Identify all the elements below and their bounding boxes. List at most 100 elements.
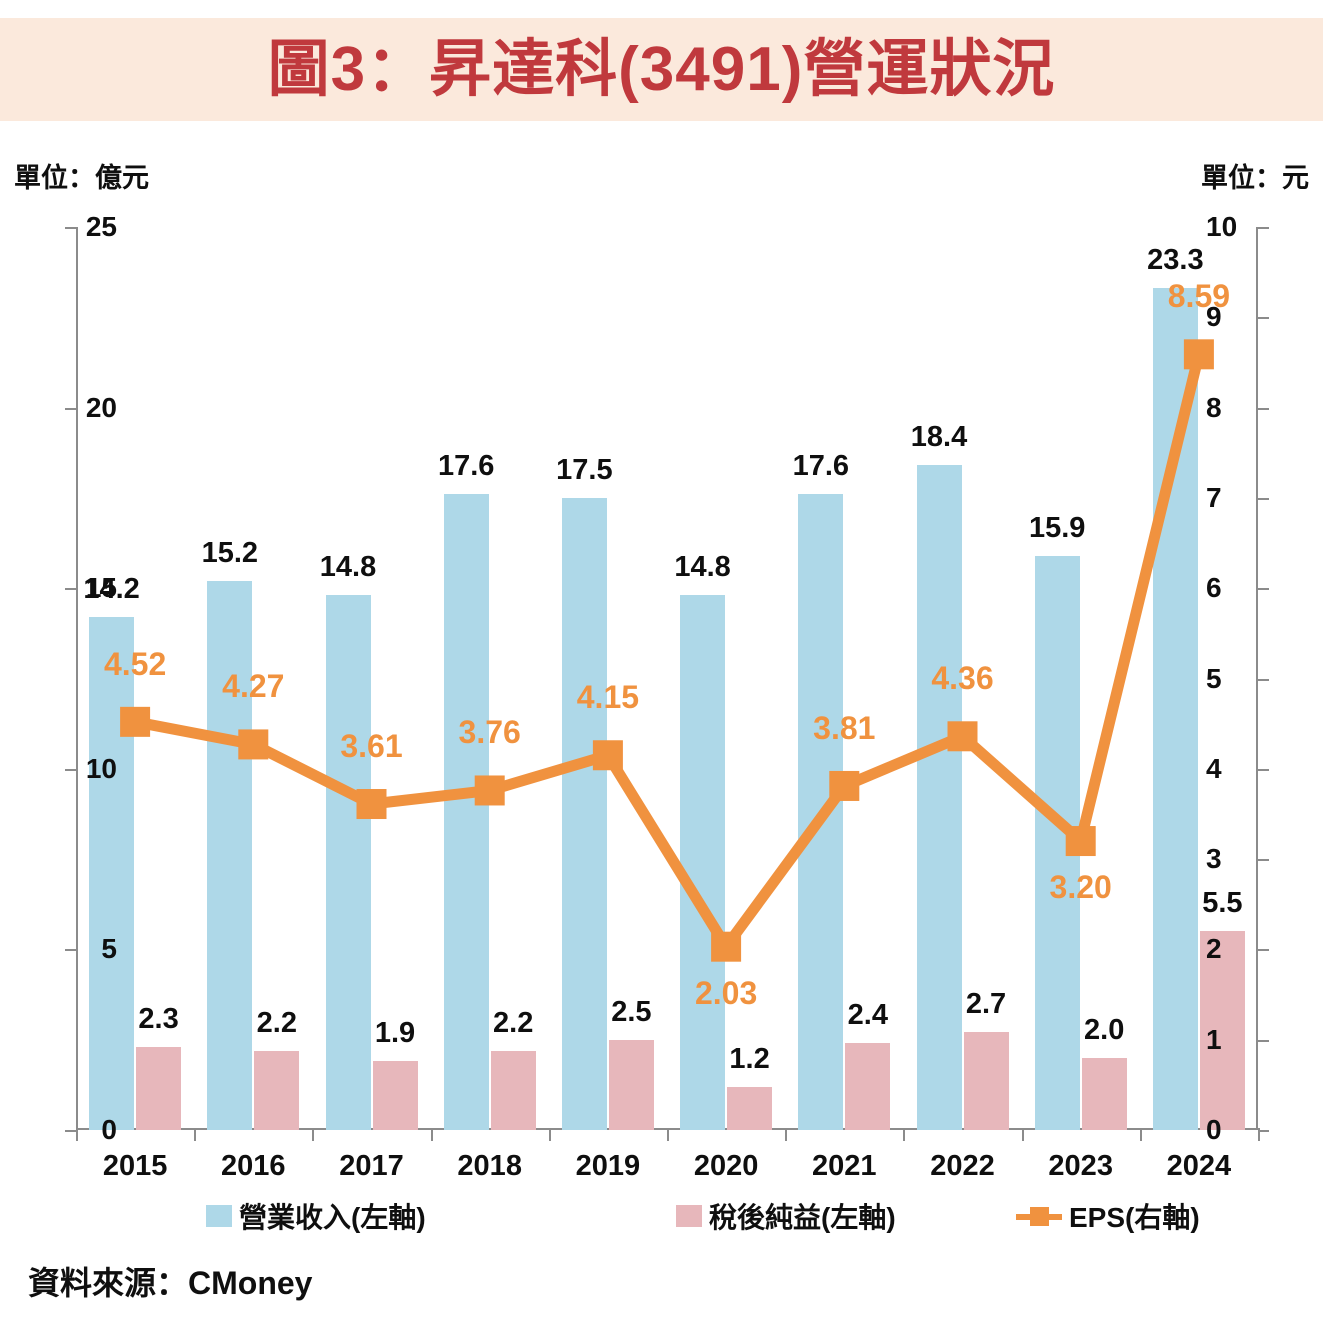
profit-bar bbox=[1081, 1057, 1127, 1130]
left-axis-line bbox=[76, 227, 78, 1130]
x-axis-category-label: 2019 bbox=[575, 1150, 641, 1182]
profit-bar bbox=[254, 1050, 300, 1130]
revenue-bar bbox=[443, 494, 489, 1130]
right-tick-label: 0 bbox=[1206, 1114, 1222, 1145]
revenue-bar-label: 17.6 bbox=[792, 450, 850, 483]
profit-bar-label: 2.4 bbox=[847, 999, 888, 1032]
profit-bar-label: 2.2 bbox=[256, 1006, 297, 1039]
right-tick-mark bbox=[1258, 1130, 1269, 1132]
chart-legend: 營業收入(左軸) 稅後純益(左軸) EPS(右軸) bbox=[76, 1196, 1258, 1242]
source-note: 資料來源：CMoney bbox=[28, 1265, 313, 1301]
right-tick-label: 4 bbox=[1206, 752, 1222, 784]
profit-bar-label: 2.7 bbox=[965, 988, 1007, 1021]
left-tick-mark bbox=[65, 1130, 76, 1132]
revenue-bar bbox=[561, 497, 607, 1130]
legend-swatch-icon bbox=[206, 1205, 232, 1227]
x-tick-mark bbox=[548, 1128, 551, 1141]
revenue-bar-label: 14.8 bbox=[319, 551, 377, 584]
x-axis-category-label: 2024 bbox=[1166, 1150, 1232, 1182]
profit-bar-label: 2.2 bbox=[493, 1006, 534, 1039]
revenue-bar-label: 15.9 bbox=[1028, 511, 1086, 544]
right-tick-mark bbox=[1258, 588, 1269, 591]
eps-value-label: 8.59 bbox=[1167, 278, 1231, 315]
eps-value-label: 4.52 bbox=[103, 645, 167, 682]
x-axis-category-label: 2015 bbox=[102, 1150, 168, 1182]
legend-item[interactable]: EPS(右軸) bbox=[1016, 1196, 1200, 1236]
right-tick-mark bbox=[1258, 859, 1269, 862]
revenue-bar-label: 17.6 bbox=[437, 450, 495, 483]
revenue-bar bbox=[89, 617, 135, 1130]
x-tick-mark bbox=[194, 1128, 197, 1141]
right-tick-mark bbox=[1258, 768, 1269, 771]
x-tick-mark bbox=[1258, 1128, 1260, 1141]
x-tick-mark bbox=[76, 1128, 78, 1141]
profit-bar bbox=[727, 1086, 773, 1130]
revenue-bar bbox=[207, 580, 253, 1130]
page-title: 圖3：昇達科(3491)營運狀況 bbox=[267, 34, 1056, 104]
profit-bar-label: 2.3 bbox=[138, 1002, 179, 1035]
profit-bar bbox=[136, 1046, 182, 1130]
right-tick-label: 10 bbox=[1206, 211, 1238, 242]
profit-bar bbox=[1199, 931, 1245, 1130]
right-tick-mark bbox=[1258, 407, 1269, 410]
legend-swatch-icon bbox=[676, 1205, 702, 1227]
eps-value-label: 2.03 bbox=[694, 974, 758, 1011]
right-tick-mark bbox=[1258, 317, 1269, 320]
x-tick-mark bbox=[312, 1128, 315, 1141]
legend-item[interactable]: 稅後純益(左軸) bbox=[676, 1196, 896, 1236]
profit-bar bbox=[490, 1050, 536, 1130]
revenue-bar-label: 14.8 bbox=[674, 551, 731, 584]
left-axis-unit-label: 單位：億元 bbox=[14, 163, 149, 193]
title-banner: 圖3：昇達科(3491)營運狀況 bbox=[0, 18, 1323, 121]
legend-item[interactable]: 營業收入(左軸) bbox=[206, 1196, 426, 1236]
profit-bar bbox=[608, 1039, 654, 1130]
right-tick-label: 3 bbox=[1206, 843, 1222, 875]
revenue-bar bbox=[1152, 288, 1198, 1130]
x-axis-category-label: 2022 bbox=[930, 1150, 995, 1182]
profit-bar-label: 5.5 bbox=[1202, 887, 1243, 920]
profit-bar-label: 2.0 bbox=[1084, 1013, 1125, 1046]
eps-value-label: 3.61 bbox=[340, 728, 403, 765]
left-tick-label: 15 bbox=[85, 572, 117, 604]
right-tick-label: 9 bbox=[1206, 301, 1222, 333]
eps-value-label: 4.15 bbox=[576, 679, 640, 716]
eps-value-label: 4.36 bbox=[931, 660, 994, 697]
revenue-bar bbox=[1034, 555, 1080, 1130]
legend-square-marker-icon bbox=[1030, 1207, 1049, 1226]
profit-bar bbox=[845, 1043, 891, 1130]
left-tick-label: 25 bbox=[85, 211, 117, 242]
left-tick-mark bbox=[65, 407, 76, 410]
left-tick-label: 0 bbox=[101, 1114, 117, 1145]
revenue-bar-label: 15.2 bbox=[201, 536, 259, 569]
revenue-bar bbox=[680, 595, 726, 1130]
legend-label: EPS(右軸) bbox=[1069, 1202, 1200, 1233]
left-tick-label: 5 bbox=[101, 933, 117, 965]
left-tick-mark bbox=[65, 768, 76, 771]
revenue-bar-label: 17.5 bbox=[556, 453, 613, 486]
plot-area bbox=[65, 227, 1269, 1141]
eps-value-label: 3.20 bbox=[1049, 869, 1112, 906]
revenue-bar-label: 14.2 bbox=[83, 573, 140, 606]
x-axis-category-label: 2016 bbox=[221, 1150, 286, 1182]
right-tick-label: 7 bbox=[1206, 481, 1222, 513]
right-tick-mark bbox=[1258, 497, 1269, 500]
right-tick-mark bbox=[1258, 678, 1269, 681]
left-tick-label: 20 bbox=[85, 391, 117, 423]
right-tick-label: 6 bbox=[1206, 572, 1222, 604]
right-axis-line bbox=[1256, 227, 1258, 1130]
right-tick-label: 5 bbox=[1206, 662, 1222, 694]
profit-bar-label: 2.5 bbox=[611, 995, 652, 1028]
x-tick-mark bbox=[1139, 1128, 1142, 1141]
left-tick-mark bbox=[65, 949, 76, 952]
x-axis-category-label: 2017 bbox=[339, 1150, 404, 1182]
right-tick-label: 2 bbox=[1206, 933, 1222, 965]
eps-value-label: 3.76 bbox=[458, 714, 521, 751]
eps-value-label: 4.27 bbox=[222, 668, 285, 705]
left-tick-label: 10 bbox=[85, 752, 117, 784]
right-tick-label: 1 bbox=[1206, 1023, 1222, 1055]
revenue-bar bbox=[798, 494, 844, 1130]
eps-value-label: 3.81 bbox=[813, 709, 876, 746]
x-tick-mark bbox=[1021, 1128, 1024, 1141]
left-tick-mark bbox=[65, 588, 76, 591]
